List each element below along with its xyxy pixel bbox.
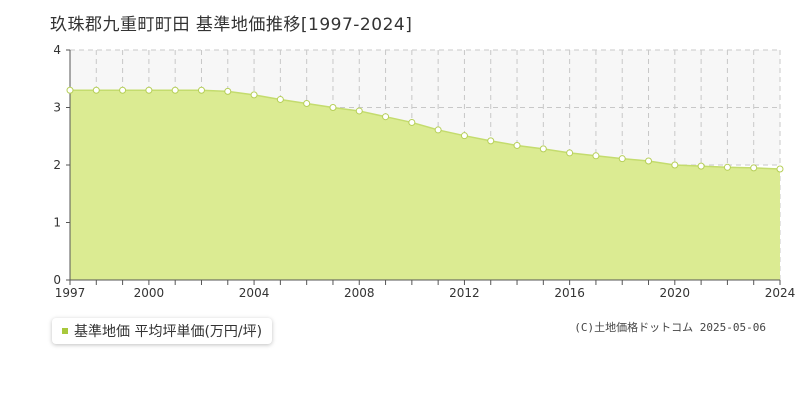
data-point <box>723 163 731 171</box>
data-point <box>355 107 363 115</box>
data-point <box>460 132 468 140</box>
x-tick-label: 2012 <box>449 286 480 300</box>
data-point <box>566 149 574 157</box>
data-point <box>382 113 390 121</box>
data-point <box>539 145 547 153</box>
x-tick-label: 2004 <box>239 286 270 300</box>
data-point <box>145 86 153 94</box>
chart-title: 玖珠郡九重町町田 基準地価推移[1997-2024] <box>50 15 413 35</box>
data-point <box>671 161 679 169</box>
data-point <box>697 162 705 170</box>
y-tick-label: 3 <box>53 101 61 115</box>
data-point <box>434 126 442 134</box>
data-point <box>487 137 495 145</box>
credit-text: (C)土地価格ドットコム 2025-05-06 <box>574 321 766 334</box>
data-point <box>645 157 653 165</box>
x-tick-label: 2008 <box>344 286 375 300</box>
x-tick-label: 2016 <box>554 286 585 300</box>
data-point <box>66 86 74 94</box>
data-point <box>250 91 258 99</box>
legend-swatch-icon <box>62 328 68 334</box>
data-point <box>224 87 232 95</box>
data-point <box>750 164 758 172</box>
legend: 基準地価 平均坪単価(万円/坪) <box>52 318 273 344</box>
data-point <box>408 118 416 126</box>
data-point <box>171 86 179 94</box>
y-tick-label: 0 <box>53 273 61 287</box>
data-point <box>513 141 521 149</box>
x-tick-label: 2024 <box>765 286 796 300</box>
x-tick-label: 1997 <box>55 286 86 300</box>
data-point <box>618 155 626 163</box>
x-tick-label: 2020 <box>660 286 691 300</box>
y-tick-label: 2 <box>53 158 61 172</box>
data-point <box>92 86 100 94</box>
data-point <box>119 86 127 94</box>
data-point <box>276 95 284 103</box>
data-point <box>776 165 784 173</box>
series-line <box>70 89 781 170</box>
legend-label: 基準地価 平均坪単価(万円/坪) <box>74 324 263 340</box>
data-point <box>303 99 311 107</box>
series-area <box>70 90 780 280</box>
data-point <box>592 152 600 160</box>
y-tick-label: 1 <box>53 216 61 230</box>
y-tick-label: 4 <box>53 43 61 57</box>
data-point <box>197 86 205 94</box>
x-tick-label: 2000 <box>134 286 165 300</box>
data-point <box>329 104 337 111</box>
